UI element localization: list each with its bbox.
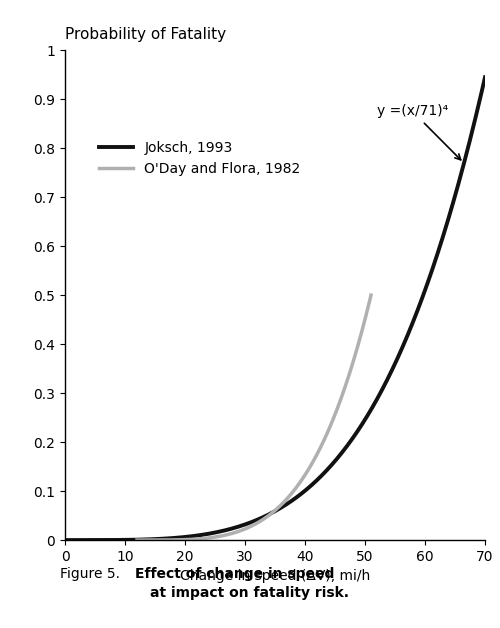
Joksch, 1993: [290, 497, 296, 504]
O'Day and Flora, 1982: [134, 536, 140, 544]
O'Day and Flora, 1982: [368, 291, 374, 299]
O'Day and Flora, 1982: [303, 470, 309, 477]
O'Day and Flora, 1982: [210, 534, 216, 541]
Text: Effect of change in speed: Effect of change in speed: [135, 567, 334, 581]
Joksch, 1993: [264, 512, 270, 519]
Text: at impact on fatality risk.: at impact on fatality risk.: [150, 586, 350, 600]
Joksch, 1993: [62, 536, 68, 544]
Text: Probability of Fatality: Probability of Fatality: [65, 27, 226, 42]
Joksch, 1993: [472, 116, 478, 124]
O'Day and Flora, 1982: [281, 498, 287, 506]
X-axis label: Change in speed (ΔV), mi/h: Change in speed (ΔV), mi/h: [180, 570, 370, 583]
Joksch, 1993: [262, 512, 268, 520]
O'Day and Flora, 1982: [226, 530, 232, 538]
O'Day and Flora, 1982: [162, 536, 168, 544]
Text: Figure 5.: Figure 5.: [60, 567, 133, 581]
Joksch, 1993: [482, 73, 488, 81]
O'Day and Flora, 1982: [304, 468, 310, 475]
Text: y =(x/71)⁴: y =(x/71)⁴: [377, 104, 460, 160]
Legend: Joksch, 1993, O'Day and Flora, 1982: Joksch, 1993, O'Day and Flora, 1982: [93, 136, 306, 181]
Line: Joksch, 1993: Joksch, 1993: [65, 77, 485, 540]
Line: O'Day and Flora, 1982: O'Day and Flora, 1982: [137, 295, 371, 540]
Joksch, 1993: [406, 327, 412, 335]
Joksch, 1993: [312, 479, 318, 486]
